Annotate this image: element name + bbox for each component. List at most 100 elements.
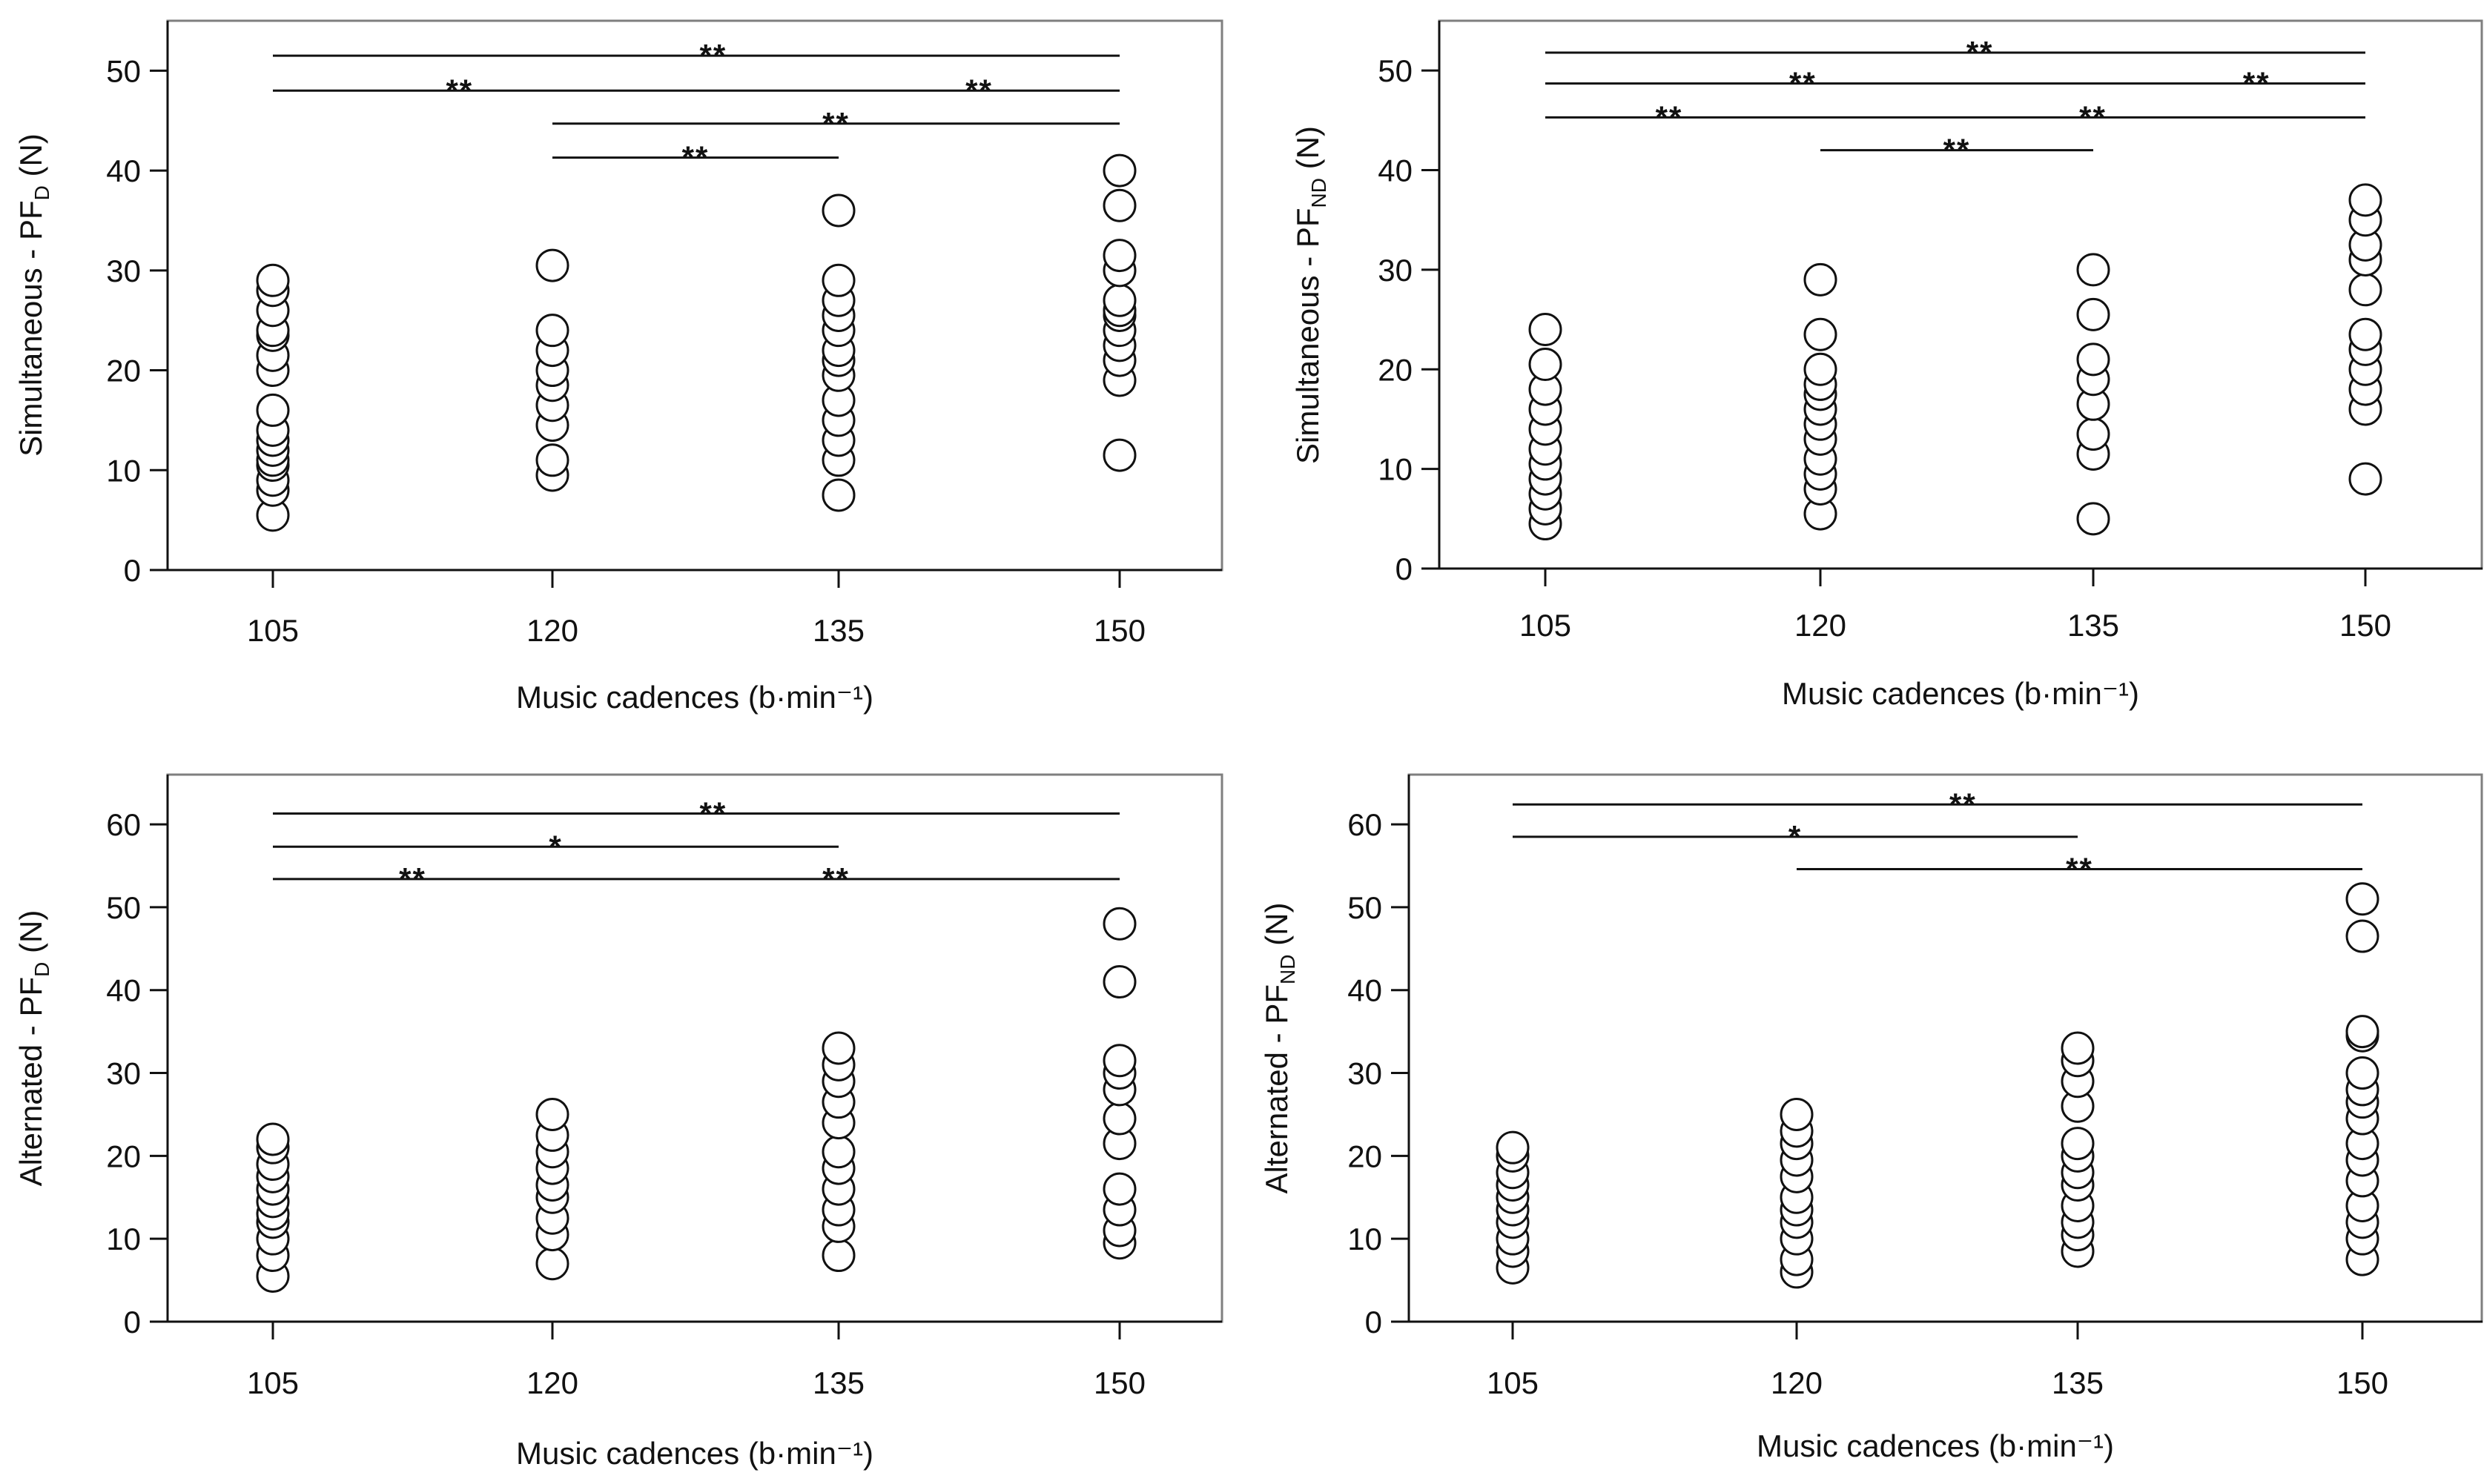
significance-label: ** [699,796,727,831]
x-tick-label: 150 [1094,613,1146,648]
y-tick-label: 60 [1347,807,1382,842]
y-tick-label: 60 [106,807,141,842]
y-axis-title: Alternated - PFND (N) [1259,903,1299,1194]
significance-label: ** [2243,66,2270,101]
data-point [2076,297,2110,331]
data-point [256,1122,290,1156]
y-axis-title-subscript: D [30,185,53,200]
axes: 0 10 20 30 40 50 105 120 135 150 [106,21,1222,648]
x-tick-label: 135 [813,1365,865,1400]
y-tick-label: 20 [106,1139,141,1173]
y-tick-label: 20 [1378,352,1413,387]
data-point [1103,283,1137,317]
data-point [2345,1015,2379,1049]
data-point [2076,253,2110,287]
y-axis-title-main: Alternated - PF [13,977,48,1186]
x-axis-title: Music cadences (b·min⁻¹) [1782,676,2139,711]
significance-label: ** [965,73,993,107]
x-tick-label: 120 [1771,1365,1823,1400]
significance-label: * [1788,819,1802,854]
y-axis-title-subscript: ND [1276,955,1299,984]
data-point [1528,313,1562,347]
significance-label: ** [1949,786,1977,821]
data-point [1103,188,1137,222]
y-tick-label: 20 [106,354,141,388]
y-axis-title-unit: (N) [13,910,48,962]
y-axis-title-subscript: ND [1307,178,1330,208]
significance-label: * [549,829,562,864]
data-point [535,443,569,477]
significance-label: ** [399,861,426,896]
x-tick-label: 120 [526,613,578,648]
x-tick-label: 150 [1094,1365,1146,1400]
y-axis-title: Simultaneous - PFD (N) [13,133,53,457]
data-points [256,153,1137,532]
x-tick-label: 150 [2336,1365,2388,1400]
plot-area-frame [166,773,1223,1323]
y-tick-label: 20 [1347,1139,1382,1173]
y-tick-label: 30 [106,1056,141,1091]
x-tick-label: 120 [1794,608,1846,643]
significance-label: ** [682,140,710,175]
plot-area-frame [166,19,1223,572]
axes: 0 10 20 30 40 50 60 105 120 135 150 [106,775,1222,1400]
y-tick-label: 50 [106,890,141,925]
data-point [2061,1127,2095,1161]
data-point [2076,417,2110,451]
significance-label: ** [2079,99,2107,134]
y-tick-label: 0 [124,553,141,588]
y-tick-label: 10 [1378,452,1413,487]
panel-simultaneous-pfnd: 0 10 20 30 40 50 105 120 135 150 ** ** ** ** ** ** Mus… [1290,19,2483,711]
x-tick-label: 135 [813,613,865,648]
data-point [1103,438,1137,472]
data-point [2348,183,2382,217]
y-tick-label: 30 [106,254,141,288]
x-tick-label: 120 [526,1365,578,1400]
significance-label: ** [1789,66,1817,101]
y-axis-title-subscript: D [30,962,53,977]
data-point [1103,965,1137,999]
y-axis-title-main: Simultaneous - PF [13,200,48,456]
x-tick-label: 150 [2339,608,2391,643]
data-point [822,193,856,228]
y-tick-label: 0 [124,1305,141,1339]
data-point [2345,882,2379,916]
y-axis-title: Simultaneous - PFND (N) [1290,126,1330,464]
data-point [1103,907,1137,941]
data-points [1528,183,2382,541]
data-point [822,1239,856,1273]
data-point [256,393,290,427]
y-tick-label: 30 [1347,1056,1382,1091]
y-tick-label: 10 [106,1222,141,1256]
data-point [535,314,569,348]
significance-label: ** [2066,851,2093,886]
data-point [822,263,856,297]
data-point [1780,1097,1814,1131]
y-axis-title: Alternated - PFD (N) [13,910,53,1187]
data-point [535,248,569,282]
significance-label: ** [1943,133,1971,168]
y-tick-label: 50 [106,53,141,88]
y-tick-label: 0 [1395,551,1413,586]
data-points [1496,882,2379,1289]
significance-annotations: ** ** ** ** ** [273,38,1120,175]
y-tick-label: 50 [1378,53,1413,88]
data-point [1103,1172,1137,1206]
data-point [256,263,290,297]
plot-area-frame [1407,773,2483,1323]
plot-area-frame [1438,19,2483,570]
significance-label: ** [446,73,473,107]
data-point [1103,239,1137,273]
y-tick-label: 10 [106,453,141,488]
data-point [1103,153,1137,188]
significance-annotations: ** ** ** ** ** ** [1545,35,2365,168]
x-tick-label: 135 [2067,608,2119,643]
y-tick-label: 40 [106,153,141,188]
data-point [535,1097,569,1131]
data-point [1528,348,1562,382]
data-points [256,907,1137,1293]
data-point [1803,317,1837,351]
y-tick-label: 40 [1378,153,1413,188]
